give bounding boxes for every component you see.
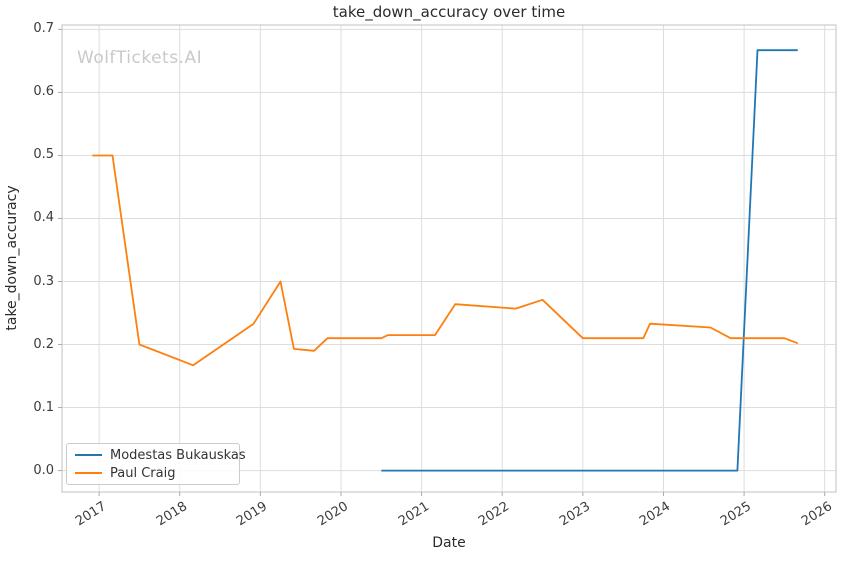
y-tick-label: 0.5 xyxy=(33,147,54,163)
legend-label: Paul Craig xyxy=(110,465,176,481)
series-line-paul-craig xyxy=(92,154,799,367)
y-tick-label: 0.1 xyxy=(33,399,54,415)
legend-item-paul-craig: Paul Craig xyxy=(75,466,231,481)
x-axis-label: Date xyxy=(432,535,466,551)
legend: Modestas Bukauskas Paul Craig xyxy=(66,443,246,485)
y-tick-label: 0.4 xyxy=(33,210,54,226)
y-tick-label: 0.7 xyxy=(33,21,54,37)
series-line-modestas-bukauskas xyxy=(381,49,798,472)
y-tick-label: 0.6 xyxy=(33,84,54,100)
plot-border xyxy=(61,24,837,493)
legend-item-modestas-bukauskas: Modestas Bukauskas xyxy=(75,448,246,463)
y-tick-label: 0.0 xyxy=(33,462,54,478)
legend-line-sample-orange xyxy=(75,472,102,474)
y-axis-label: take_down_accuracy xyxy=(4,185,20,331)
legend-line-sample-blue xyxy=(75,454,102,456)
chart-title: take_down_accuracy over time xyxy=(332,3,566,21)
y-tick-label: 0.2 xyxy=(33,336,54,352)
legend-label: Modestas Bukauskas xyxy=(110,447,246,463)
y-tick-label: 0.3 xyxy=(33,273,54,289)
watermark: WolfTickets.AI xyxy=(77,48,203,68)
